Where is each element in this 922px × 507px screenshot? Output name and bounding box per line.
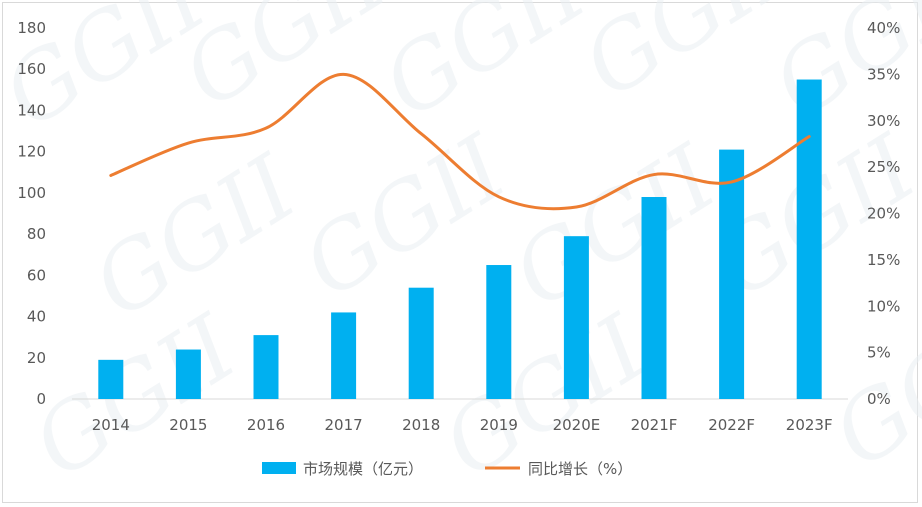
- bar: [253, 335, 279, 399]
- y-left-tick-label: 100: [17, 184, 46, 202]
- y-left-tick-label: 60: [27, 266, 46, 284]
- y-left-tick-label: 160: [17, 60, 46, 78]
- legend-line-label: 同比增长（%）: [528, 460, 632, 478]
- x-tick-label: 2021F: [631, 416, 678, 434]
- x-tick-label: 2023F: [786, 416, 833, 434]
- x-tick-label: 2016: [247, 416, 285, 434]
- x-tick-label: 2015: [169, 416, 207, 434]
- bar: [486, 265, 512, 399]
- y-left-tick-label: 40: [27, 308, 46, 326]
- bar-series: [98, 79, 822, 400]
- y-right-tick-label: 35%: [867, 65, 900, 83]
- x-tick-label: 2018: [402, 416, 440, 434]
- y-right-tick-label: 0%: [867, 390, 891, 408]
- bar: [796, 79, 822, 400]
- bar: [563, 236, 589, 399]
- y-left-tick-label: 20: [27, 349, 46, 367]
- bar: [641, 197, 667, 399]
- legend-bar-swatch: [262, 462, 296, 474]
- bar: [98, 359, 124, 399]
- y-left-tick-label: 80: [27, 225, 46, 243]
- legend: 市场规模（亿元） 同比增长（%）: [262, 460, 632, 478]
- y-right-tick-label: 40%: [867, 19, 900, 37]
- x-tick-label: 2019: [480, 416, 518, 434]
- y-left-tick-label: 180: [17, 19, 46, 37]
- bar: [331, 312, 357, 399]
- x-tick-label: 2017: [325, 416, 363, 434]
- y-right-tick-label: 5%: [867, 344, 891, 362]
- watermark-text: GGII: [816, 285, 922, 489]
- y-right-tick-label: 15%: [867, 251, 900, 269]
- x-tick-label: 2022F: [708, 416, 755, 434]
- y-right-tick-label: 30%: [867, 112, 900, 130]
- y-axis-right-ticks: 0% 5% 10% 15% 20% 25% 30% 35% 40%: [867, 19, 900, 408]
- y-axis-left-ticks: 0 20 40 60 80 100 120 140 160 180: [17, 19, 46, 408]
- y-right-tick-label: 10%: [867, 297, 900, 315]
- y-left-tick-label: 120: [17, 143, 46, 161]
- legend-bar-label: 市场规模（亿元）: [303, 460, 423, 478]
- y-left-tick-label: 0: [36, 390, 46, 408]
- y-right-tick-label: 20%: [867, 205, 900, 223]
- x-axis-ticks: 2014 2015 2016 2017 2018 2019 2020E 2021F 2022F 2…: [92, 416, 833, 434]
- bar: [719, 149, 745, 399]
- y-left-tick-label: 140: [17, 101, 46, 119]
- bar: [408, 287, 434, 399]
- y-right-tick-label: 25%: [867, 158, 900, 176]
- x-tick-label: 2014: [92, 416, 130, 434]
- growth-line: [109, 72, 811, 211]
- watermark-text: GGII: [166, 0, 405, 129]
- x-tick-label: 2020E: [553, 416, 601, 434]
- bar: [175, 349, 201, 399]
